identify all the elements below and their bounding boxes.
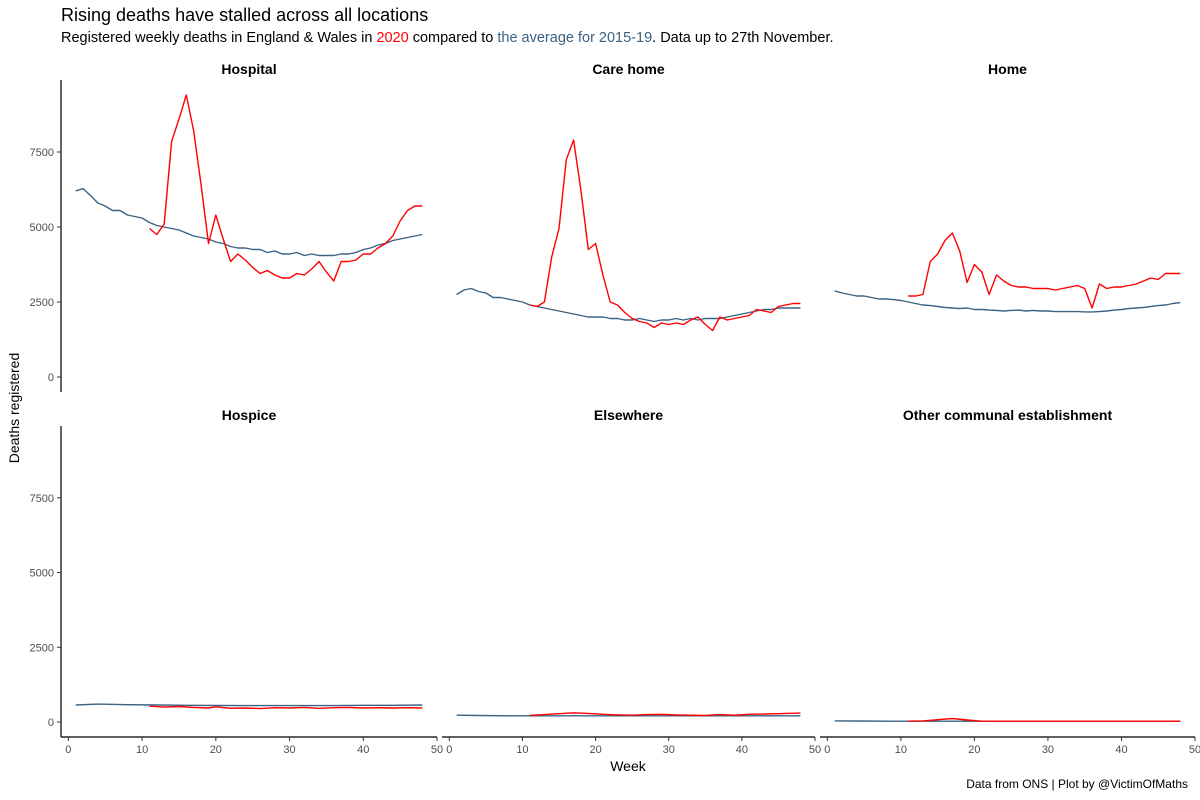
facet-panel-1: Hospital 0 2500 5000 7500 xyxy=(30,61,423,392)
y-tick-label: 2500 xyxy=(30,297,54,309)
facet-panel-5: Elsewhere 0 10 20 30 40 50 xyxy=(442,407,821,756)
y-tick-label: 5000 xyxy=(30,568,54,580)
facet-title: Hospice xyxy=(222,407,277,423)
deaths-2020-line xyxy=(529,139,801,332)
x-tick-label: 40 xyxy=(357,744,369,756)
deaths-2020-line xyxy=(908,717,1181,722)
deaths-2020-line xyxy=(149,705,423,710)
average-2015-19-line xyxy=(456,287,801,323)
facet-panel-4: Hospice 0 2500 5000 7500 0 10 20 30 40 50 xyxy=(30,407,444,756)
facet-title: Other communal establishment xyxy=(903,407,1113,423)
average-2015-19-line xyxy=(834,290,1181,313)
facet-panel-3: Home xyxy=(834,61,1181,313)
y-tick-label: 0 xyxy=(48,717,54,729)
average-2015-19-line xyxy=(75,187,423,257)
x-tick-label: 50 xyxy=(431,744,443,756)
x-tick-label: 30 xyxy=(283,744,295,756)
x-tick-label: 10 xyxy=(895,744,907,756)
average-2015-19-line xyxy=(75,703,423,707)
x-tick-label: 50 xyxy=(809,744,821,756)
y-tick-label: 7500 xyxy=(30,493,54,505)
x-tick-label: 20 xyxy=(968,744,980,756)
chart-caption: Data from ONS | Plot by @VictimOfMaths xyxy=(966,777,1188,791)
x-tick-label: 10 xyxy=(136,744,148,756)
x-axis-title: Week xyxy=(610,758,647,774)
deaths-2020-line xyxy=(529,712,801,717)
x-tick-label: 40 xyxy=(736,744,748,756)
x-tick-label: 20 xyxy=(589,744,601,756)
y-tick-label: 7500 xyxy=(30,147,54,159)
facet-title: Care home xyxy=(592,61,665,77)
x-tick-label: 30 xyxy=(663,744,675,756)
deaths-2020-line xyxy=(149,94,423,282)
facet-panel-6: Other communal establishment 0 10 20 30 40 50 xyxy=(820,407,1200,756)
x-tick-label: 0 xyxy=(446,744,452,756)
average-2015-19-line xyxy=(456,714,801,717)
y-tick-label: 5000 xyxy=(30,222,54,234)
chart-subtitle: Registered weekly deaths in England & Wa… xyxy=(61,30,834,46)
x-tick-label: 0 xyxy=(824,744,830,756)
y-tick-label: 0 xyxy=(48,372,54,384)
x-tick-label: 40 xyxy=(1115,744,1127,756)
x-tick-label: 20 xyxy=(210,744,222,756)
subtitle-middle: compared to xyxy=(408,30,498,46)
subtitle-average: the average for 2015-19 xyxy=(497,30,653,46)
x-tick-label: 0 xyxy=(65,744,71,756)
subtitle-prefix: Registered weekly deaths in England & Wa… xyxy=(61,30,377,46)
x-tick-label: 50 xyxy=(1189,744,1200,756)
subtitle-year: 2020 xyxy=(376,30,409,46)
y-axis-title: Deaths registered xyxy=(6,353,22,464)
x-tick-label: 10 xyxy=(516,744,528,756)
facet-title: Elsewhere xyxy=(594,407,663,423)
subtitle-suffix: . Data up to 27th November. xyxy=(652,30,834,46)
y-tick-label: 2500 xyxy=(30,642,54,654)
deaths-2020-line xyxy=(908,232,1181,309)
facet-title: Home xyxy=(988,61,1027,77)
facet-panel-2: Care home xyxy=(456,61,801,332)
facet-title: Hospital xyxy=(221,61,276,77)
x-tick-label: 30 xyxy=(1042,744,1054,756)
chart-title: Rising deaths have stalled across all lo… xyxy=(61,5,429,25)
